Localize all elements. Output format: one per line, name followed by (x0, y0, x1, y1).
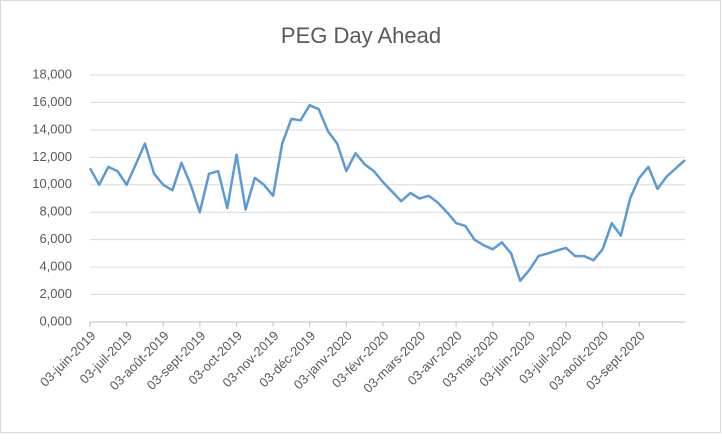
y-tick-label: 12,000 (32, 149, 72, 164)
y-tick-label: 18,000 (32, 66, 72, 81)
chart-title: PEG Day Ahead (281, 23, 441, 48)
y-tick-label: 6,000 (39, 231, 72, 246)
data-line (88, 103, 686, 283)
y-tick-label: 0,000 (39, 313, 72, 328)
y-tick-label: 2,000 (39, 286, 72, 301)
y-tick-label: 16,000 (32, 94, 72, 109)
y-tick-label: 10,000 (32, 176, 72, 191)
y-tick-label: 14,000 (32, 121, 72, 136)
y-tick-label: 4,000 (39, 259, 72, 274)
y-tick-label: 8,000 (39, 204, 72, 219)
